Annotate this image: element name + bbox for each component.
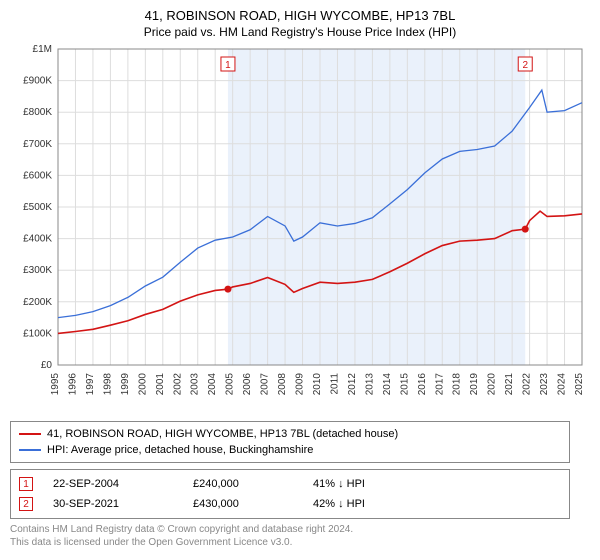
svg-text:£400K: £400K bbox=[23, 234, 52, 245]
marker-date: 30-SEP-2021 bbox=[53, 498, 193, 510]
svg-text:2023: 2023 bbox=[539, 373, 550, 396]
svg-text:2001: 2001 bbox=[155, 373, 166, 396]
svg-text:1997: 1997 bbox=[85, 373, 96, 396]
svg-text:£800K: £800K bbox=[23, 107, 52, 118]
svg-text:2010: 2010 bbox=[312, 373, 323, 396]
svg-text:£200K: £200K bbox=[23, 297, 52, 308]
svg-text:2006: 2006 bbox=[242, 373, 253, 396]
svg-text:2011: 2011 bbox=[329, 373, 340, 395]
footer-attribution: Contains HM Land Registry data © Crown c… bbox=[10, 523, 590, 549]
marker-pct: 41% ↓ HPI bbox=[313, 478, 433, 490]
svg-text:2014: 2014 bbox=[382, 373, 393, 396]
svg-text:2002: 2002 bbox=[172, 373, 183, 396]
svg-text:£300K: £300K bbox=[23, 265, 52, 276]
footer-line: This data is licensed under the Open Gov… bbox=[10, 536, 590, 549]
svg-text:1996: 1996 bbox=[67, 373, 78, 396]
footer-line: Contains HM Land Registry data © Crown c… bbox=[10, 523, 590, 536]
title-address: 41, ROBINSON ROAD, HIGH WYCOMBE, HP13 7B… bbox=[10, 8, 590, 23]
svg-text:2025: 2025 bbox=[574, 373, 585, 396]
chart-titles: 41, ROBINSON ROAD, HIGH WYCOMBE, HP13 7B… bbox=[10, 8, 590, 39]
svg-text:2020: 2020 bbox=[487, 373, 498, 396]
legend-label: 41, ROBINSON ROAD, HIGH WYCOMBE, HP13 7B… bbox=[47, 428, 398, 440]
svg-text:2: 2 bbox=[522, 60, 528, 71]
legend-item: 41, ROBINSON ROAD, HIGH WYCOMBE, HP13 7B… bbox=[19, 426, 561, 442]
svg-text:2024: 2024 bbox=[557, 373, 568, 396]
svg-text:2003: 2003 bbox=[190, 373, 201, 396]
svg-text:2005: 2005 bbox=[225, 373, 236, 396]
svg-text:2017: 2017 bbox=[434, 373, 445, 396]
marker-price: £430,000 bbox=[193, 498, 313, 510]
svg-text:2004: 2004 bbox=[207, 373, 218, 396]
marker-badge: 2 bbox=[19, 497, 33, 511]
chart: £0 £100K £200K £300K £400K £500K £600K £700K £80… bbox=[10, 45, 590, 415]
svg-text:£700K: £700K bbox=[23, 139, 52, 150]
svg-text:1998: 1998 bbox=[102, 373, 113, 396]
legend-label: HPI: Average price, detached house, Buck… bbox=[47, 444, 313, 456]
svg-text:2012: 2012 bbox=[347, 373, 358, 396]
marker-pct: 42% ↓ HPI bbox=[313, 498, 433, 510]
svg-text:£500K: £500K bbox=[23, 202, 52, 213]
svg-text:2007: 2007 bbox=[260, 373, 271, 396]
svg-text:£900K: £900K bbox=[23, 76, 52, 87]
svg-text:2016: 2016 bbox=[417, 373, 428, 396]
legend: 41, ROBINSON ROAD, HIGH WYCOMBE, HP13 7B… bbox=[10, 421, 570, 463]
marker-row: 1 22-SEP-2004 £240,000 41% ↓ HPI bbox=[19, 474, 561, 494]
svg-text:£100K: £100K bbox=[23, 328, 52, 339]
line-chart-svg: £0 £100K £200K £300K £400K £500K £600K £700K £80… bbox=[10, 45, 590, 415]
sale-markers-table: 1 22-SEP-2004 £240,000 41% ↓ HPI 2 30-SE… bbox=[10, 469, 570, 519]
svg-text:£0: £0 bbox=[41, 360, 53, 371]
title-subtitle: Price paid vs. HM Land Registry's House … bbox=[10, 25, 590, 39]
svg-text:£600K: £600K bbox=[23, 170, 52, 181]
svg-text:2013: 2013 bbox=[364, 373, 375, 396]
svg-text:2000: 2000 bbox=[137, 373, 148, 396]
svg-text:2022: 2022 bbox=[522, 373, 533, 396]
svg-text:1995: 1995 bbox=[50, 373, 61, 396]
marker-date: 22-SEP-2004 bbox=[53, 478, 193, 490]
svg-text:2018: 2018 bbox=[452, 373, 463, 396]
svg-text:2008: 2008 bbox=[277, 373, 288, 396]
svg-text:2019: 2019 bbox=[469, 373, 480, 396]
marker-price: £240,000 bbox=[193, 478, 313, 490]
svg-text:£1M: £1M bbox=[33, 45, 52, 55]
svg-text:1999: 1999 bbox=[120, 373, 131, 396]
marker-badge: 1 bbox=[19, 477, 33, 491]
svg-text:2009: 2009 bbox=[295, 373, 306, 396]
legend-item: HPI: Average price, detached house, Buck… bbox=[19, 442, 561, 458]
legend-swatch bbox=[19, 449, 41, 451]
marker-row: 2 30-SEP-2021 £430,000 42% ↓ HPI bbox=[19, 494, 561, 514]
svg-text:2021: 2021 bbox=[504, 373, 515, 396]
svg-text:1: 1 bbox=[225, 60, 231, 71]
svg-text:2015: 2015 bbox=[399, 373, 410, 396]
legend-swatch bbox=[19, 433, 41, 435]
